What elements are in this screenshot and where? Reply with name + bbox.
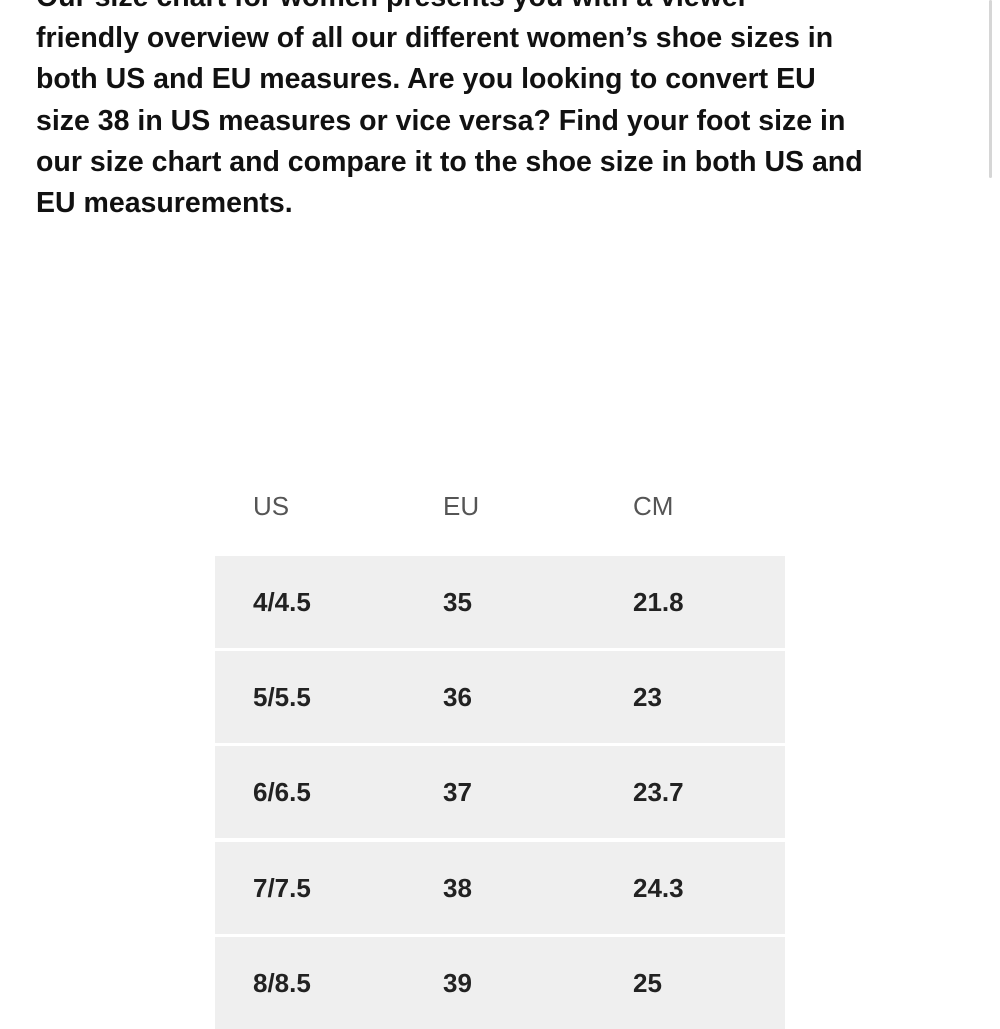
column-header: CM: [633, 491, 674, 521]
paragraph-line: EU measurements.: [36, 187, 293, 219]
paragraph-line: Our size chart for women presents you wi…: [36, 0, 758, 18]
table-row: [215, 556, 785, 648]
table-cell: 5/5.5: [253, 682, 311, 713]
table-cell: 36: [443, 682, 472, 713]
table-cell: 37: [443, 777, 472, 808]
table-cell: 24.3: [633, 872, 684, 903]
scrollbar: [989, 0, 992, 178]
column-header: US: [253, 491, 290, 521]
table-row: [215, 651, 785, 744]
table-cell: 38: [443, 872, 472, 903]
table-cell: 25: [633, 967, 662, 998]
paragraph-line: size 38 in US measures or vice versa? Fi…: [36, 104, 846, 137]
table-cell: 39: [443, 967, 472, 998]
table-row: [215, 841, 785, 934]
paragraph-line: our size chart and compare it to the sho…: [36, 145, 863, 178]
table-row: [215, 746, 785, 839]
table-cell: 4/4.5: [253, 587, 311, 617]
table-cell: 7/7.5: [253, 872, 311, 903]
table-cell: 6/6.5: [253, 777, 311, 808]
page: {"paragraph": {"lines": [ "Our size char…: [36, 0, 992, 1029]
column-header: EU: [443, 491, 480, 521]
table-cell: 35: [443, 587, 472, 617]
table-cell: 23: [633, 682, 662, 713]
table-cell: 23.7: [633, 777, 684, 808]
paragraph-line: both US and EU measures. Are you looking…: [36, 63, 816, 96]
paragraph-line: friendly overview of all our different w…: [36, 22, 834, 55]
table-cell: 8/8.5: [253, 967, 311, 998]
table-cell: 21.8: [633, 587, 684, 617]
